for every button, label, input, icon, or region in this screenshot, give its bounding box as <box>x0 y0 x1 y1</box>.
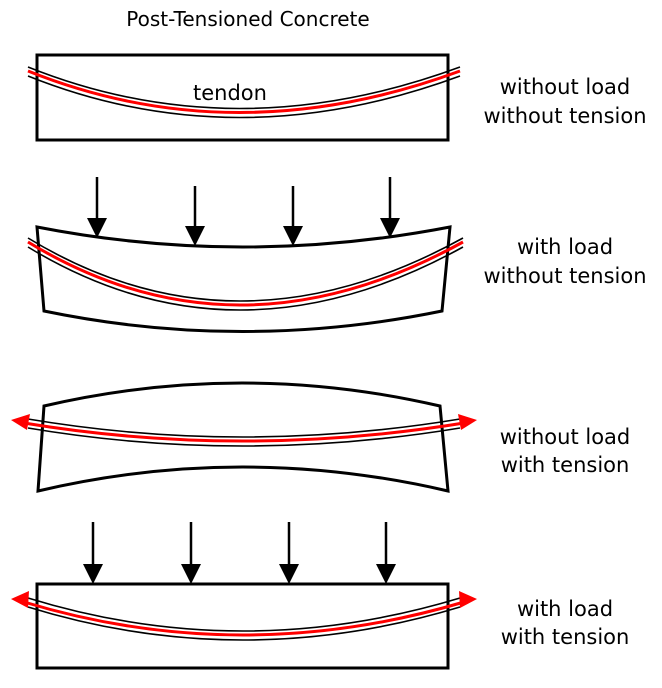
tendon-3 <box>11 414 477 447</box>
panel-4-label-line2: with tension <box>501 625 630 649</box>
panel-4-label-line1: with load <box>517 597 613 621</box>
load-arrow <box>380 177 400 238</box>
tension-arrowhead-right <box>458 414 477 430</box>
tendon-2 <box>27 237 464 311</box>
beam-2 <box>35 225 452 333</box>
load-arrows-4 <box>83 522 396 584</box>
load-arrow <box>283 186 303 246</box>
tendon-4 <box>11 591 477 641</box>
tension-arrowhead-left <box>11 591 29 608</box>
load-arrow <box>279 522 299 584</box>
load-arrow <box>185 186 205 246</box>
panel-1-label-line2: without tension <box>483 104 646 128</box>
tension-arrowhead-left <box>11 414 30 430</box>
load-arrows-2 <box>87 177 400 246</box>
panel-2-label-line2: without tension <box>483 264 646 288</box>
load-arrow <box>83 522 103 584</box>
load-arrow <box>181 522 201 584</box>
diagram-title: Post-Tensioned Concrete <box>126 7 369 31</box>
load-arrow <box>87 177 107 238</box>
tendon-label: tendon <box>193 81 267 105</box>
tendon-1 <box>27 66 461 119</box>
panel-3: without load with tension <box>11 381 631 493</box>
panel-4: with load with tension <box>11 522 630 670</box>
load-arrow <box>376 522 396 584</box>
panel-3-label-line1: without load <box>500 425 631 449</box>
panel-3-label-line2: with tension <box>501 453 630 477</box>
panel-2: with load without tension <box>27 177 647 333</box>
panel-1-label-line1: without load <box>500 75 631 99</box>
tension-arrowhead-right <box>459 591 477 608</box>
panel-2-label-line1: with load <box>517 235 613 259</box>
panel-1: tendon without load without tension <box>27 53 647 142</box>
